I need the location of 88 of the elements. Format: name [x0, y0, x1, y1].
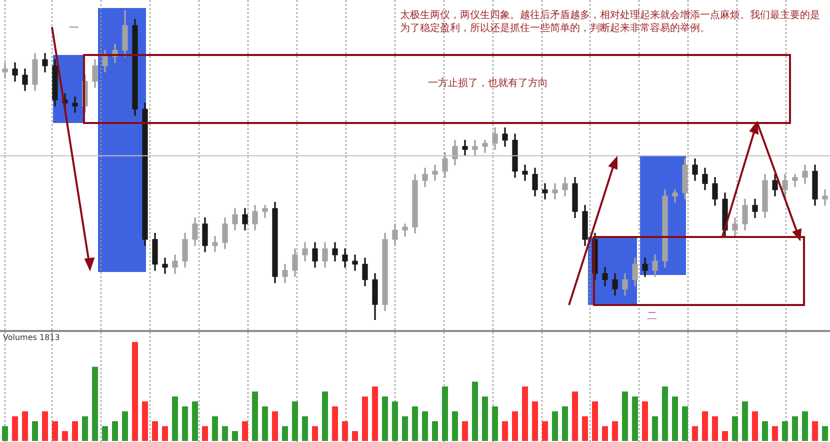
bar — [482, 396, 488, 441]
bar — [172, 396, 178, 441]
bar — [772, 426, 778, 441]
bar — [782, 421, 788, 441]
bar — [822, 426, 828, 441]
bar — [182, 406, 188, 441]
bar — [102, 426, 108, 441]
bar — [802, 411, 808, 441]
bar — [572, 392, 578, 441]
bar — [612, 421, 618, 441]
bar — [592, 401, 598, 441]
bar — [142, 401, 148, 441]
bar — [272, 411, 278, 441]
bar — [742, 401, 748, 441]
bar — [672, 396, 678, 441]
bar — [312, 426, 318, 441]
bar — [662, 386, 668, 441]
bar — [382, 396, 388, 441]
chart-title: Volumes 1813 — [3, 333, 60, 342]
bar — [472, 382, 478, 441]
bar — [262, 406, 268, 441]
bar — [42, 411, 48, 441]
bar — [562, 406, 568, 441]
bar — [22, 411, 28, 441]
bar — [322, 392, 328, 441]
bar — [212, 416, 218, 441]
bar — [732, 416, 738, 441]
bar — [32, 421, 38, 441]
bar — [722, 431, 728, 441]
bar — [282, 426, 288, 441]
bar — [542, 421, 548, 441]
bar — [632, 396, 638, 441]
bar — [602, 426, 608, 441]
bar — [442, 386, 448, 441]
bar — [462, 421, 468, 441]
bar — [292, 401, 298, 441]
bar — [452, 411, 458, 441]
bar — [192, 401, 198, 441]
bar — [52, 421, 58, 441]
bar — [812, 421, 818, 441]
bar — [412, 406, 418, 441]
bar — [82, 416, 88, 441]
bar — [392, 401, 398, 441]
bar — [152, 421, 158, 441]
bar — [712, 416, 718, 441]
bar — [222, 426, 228, 441]
bar — [532, 401, 538, 441]
bar — [512, 411, 518, 441]
bar — [242, 421, 248, 441]
bar — [792, 416, 798, 441]
bar — [132, 342, 138, 441]
bar — [92, 366, 98, 441]
bar — [332, 406, 338, 441]
annotation: 太极生两仪，两仪生四象。越往后矛盾越多，相对处理起来就会增添一点麻烦。我们最主要的是为了稳定盈利，所以还是抓住一些简单的，判断起来非常容易的举例。 — [400, 9, 820, 35]
bar — [502, 421, 508, 441]
bar — [162, 426, 168, 441]
bar — [62, 431, 68, 441]
bar — [582, 416, 588, 441]
bar — [522, 386, 528, 441]
bar — [362, 396, 368, 441]
bar — [682, 406, 688, 441]
bar — [642, 401, 648, 441]
bar — [12, 416, 18, 441]
bar — [372, 386, 378, 441]
bar — [432, 421, 438, 441]
bar — [122, 411, 128, 441]
bar — [552, 411, 558, 441]
bar — [752, 411, 758, 441]
bar — [342, 421, 348, 441]
annotation: 二 — [647, 310, 657, 323]
bar — [402, 416, 408, 441]
bar — [692, 426, 698, 441]
bar — [492, 406, 498, 441]
bar — [2, 426, 8, 441]
bar — [252, 392, 258, 441]
bar — [202, 426, 208, 441]
bar — [72, 421, 78, 441]
bar — [112, 421, 118, 441]
bar — [652, 416, 658, 441]
bar — [352, 431, 358, 441]
bar — [762, 421, 768, 441]
bar — [232, 431, 238, 441]
bar — [422, 411, 428, 441]
bar — [622, 392, 628, 441]
annotation: 一 — [69, 22, 79, 35]
bar — [302, 416, 308, 441]
annotation: 一方止损了，也就有了方向 — [428, 77, 548, 90]
bar — [702, 411, 708, 441]
